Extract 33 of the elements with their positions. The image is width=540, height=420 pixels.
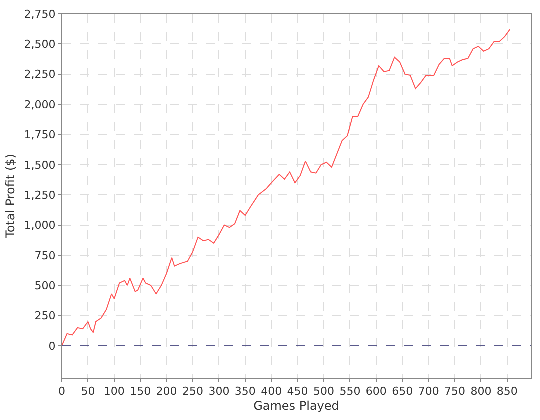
y-tick-label: 0 — [48, 340, 56, 353]
x-tick-label: 800 — [470, 385, 492, 398]
y-tick-label: 1,500 — [24, 158, 56, 172]
y-tick-label: 2,250 — [24, 68, 56, 82]
x-tick-label: 650 — [392, 385, 414, 398]
y-tick-label: 1,250 — [24, 188, 56, 202]
x-tick-label: 100 — [104, 385, 125, 398]
y-tick-label: 1,000 — [24, 219, 56, 232]
y-tick-label: 2,750 — [24, 8, 56, 21]
x-axis-title: Games Played — [254, 399, 340, 414]
x-tick-label: 250 — [182, 385, 204, 398]
y-tick-label: 1,750 — [24, 128, 56, 142]
y-tick-label: 750 — [34, 249, 56, 262]
x-tick-label: 200 — [156, 385, 178, 398]
x-tick-label: 50 — [81, 385, 96, 398]
x-tick-label: 500 — [314, 385, 335, 398]
y-axis-title: Total Profit ($) — [4, 154, 18, 239]
y-tick-label: 2,500 — [24, 38, 56, 52]
x-tick-label: 600 — [366, 385, 387, 398]
y-tick-label: 500 — [34, 279, 56, 292]
x-tick-label: 550 — [340, 385, 361, 398]
x-tick-label: 850 — [496, 385, 518, 398]
x-tick-label: 350 — [234, 385, 256, 398]
x-tick-label: 0 — [58, 385, 66, 398]
x-tick-label: 750 — [444, 385, 466, 398]
x-tick-label: 150 — [130, 385, 152, 398]
x-tick-label: 450 — [287, 385, 308, 398]
x-tick-label: 400 — [261, 385, 282, 398]
y-tick-label: 250 — [34, 310, 56, 323]
y-tick-label: 2,000 — [24, 98, 56, 112]
x-tick-label: 700 — [418, 385, 440, 398]
line-series — [62, 29, 511, 347]
x-tick-label: 300 — [208, 385, 230, 398]
